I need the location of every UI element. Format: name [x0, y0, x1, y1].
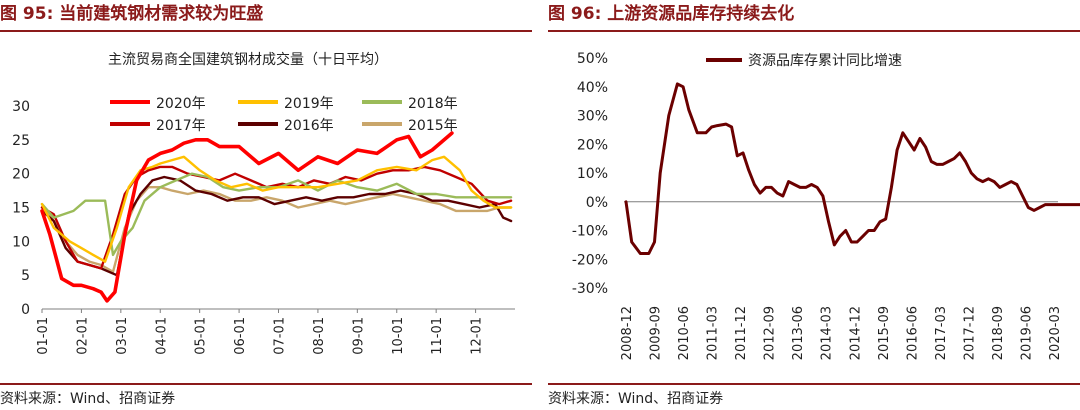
right-figure-panel: 图 96: 上游资源品库存持续去化 -30% -20% -10% 0% 10% 20% 30… — [548, 0, 1080, 410]
x-tick-label: 2008-12 — [620, 306, 635, 360]
series-line-1 — [624, 82, 1080, 255]
steel-volume-chart: 主流贸易商全国建筑钢材成交量（十日平均） 0 5 10 15 20 25 30 01-01 02-… — [12, 51, 515, 355]
y-tick-label: 20 — [12, 167, 30, 183]
source-note: 资料来源：Wind、招商证券 — [548, 391, 724, 407]
y-tick-label: 0% — [586, 195, 608, 211]
legend-label: 2018年 — [408, 96, 458, 112]
legend-label: 2017年 — [156, 118, 206, 134]
x-tick-label: 03-01 — [115, 317, 130, 355]
y-tick-label: 30 — [12, 99, 30, 115]
chart-title: 主流贸易商全国建筑钢材成交量（十日平均） — [108, 51, 388, 68]
x-tick-label: 05-01 — [194, 317, 209, 355]
x-tick-label: 07-01 — [273, 317, 288, 355]
inventory-growth-chart: -30% -20% -10% 0% 10% 20% 30% 40% 50% 2008-12 2009… — [572, 51, 1080, 360]
x-tick-label: 12-01 — [470, 317, 485, 355]
y-tick-label: -10% — [572, 224, 608, 240]
y-tick-label: 5 — [21, 268, 30, 284]
x-tick-label: 09-01 — [351, 317, 366, 355]
x-tick-label: 2016-06 — [905, 306, 920, 360]
x-tick-label: 04-01 — [154, 317, 169, 355]
x-tick-label: 2014-03 — [820, 306, 835, 360]
x-tick-label: 2019-06 — [1019, 306, 1034, 360]
legend-label: 2016年 — [284, 118, 334, 134]
x-tick-label: 06-01 — [233, 317, 248, 355]
y-tick-label: 0 — [21, 302, 30, 318]
x-tick-label: 2017-03 — [934, 306, 949, 360]
y-tick-label: 10 — [12, 234, 30, 250]
series-line-4 — [40, 165, 513, 270]
title-divider — [0, 30, 532, 32]
figure-title: 图 95: 当前建筑钢材需求较为旺盛 — [0, 4, 264, 24]
x-tick-label: 10-01 — [391, 317, 406, 355]
series-line-2 — [40, 155, 513, 263]
y-tick-label: 20% — [577, 137, 608, 153]
x-tick-label: 2014-12 — [848, 306, 863, 360]
series-line-1 — [40, 131, 454, 303]
left-figure-panel: 图 95: 当前建筑钢材需求较为旺盛 主流贸易商全国建筑钢材成交量（十日平均） 0… — [0, 0, 532, 410]
y-tick-label: -30% — [572, 281, 608, 297]
y-tick-label: 50% — [577, 51, 608, 67]
figure-title: 图 96: 上游资源品库存持续去化 — [548, 4, 795, 24]
x-tick-label: 01-01 — [36, 317, 51, 355]
x-tick-label: 2013-06 — [791, 306, 806, 360]
source-note: 资料来源：Wind、招商证券 — [0, 391, 176, 407]
x-tick-label: 2009-09 — [649, 306, 664, 360]
legend-label: 2020年 — [156, 96, 206, 112]
y-tick-label: 25 — [12, 133, 30, 149]
y-tick-label: 15 — [12, 201, 30, 217]
x-tick-label: 02-01 — [75, 317, 90, 355]
source-divider — [0, 383, 532, 385]
x-tick-label: 2012-09 — [763, 306, 778, 360]
x-tick-label: 2020-03 — [1048, 306, 1063, 360]
title-divider — [548, 30, 1080, 32]
source-divider — [548, 383, 1080, 385]
series-line-5 — [40, 175, 513, 277]
x-tick-label: 2015-09 — [877, 306, 892, 360]
legend-label: 2015年 — [408, 118, 458, 134]
x-tick-label: 08-01 — [312, 317, 327, 355]
y-tick-label: -20% — [572, 252, 608, 268]
x-tick-label: 2011-12 — [734, 306, 749, 360]
x-tick-label: 2010-06 — [677, 306, 692, 360]
x-tick-label: 2017-12 — [962, 306, 977, 360]
x-tick-label: 2011-03 — [706, 306, 721, 360]
y-tick-label: 30% — [577, 109, 608, 125]
series-line-3 — [40, 172, 513, 257]
series-line-6 — [40, 186, 513, 273]
x-tick-label: 2018-09 — [991, 306, 1006, 360]
legend-label: 2019年 — [284, 96, 334, 112]
y-tick-label: 40% — [577, 80, 608, 96]
x-tick-label: 11-01 — [430, 317, 445, 355]
y-tick-label: 10% — [577, 166, 608, 182]
legend-label: 资源品库存累计同比增速 — [748, 53, 902, 69]
